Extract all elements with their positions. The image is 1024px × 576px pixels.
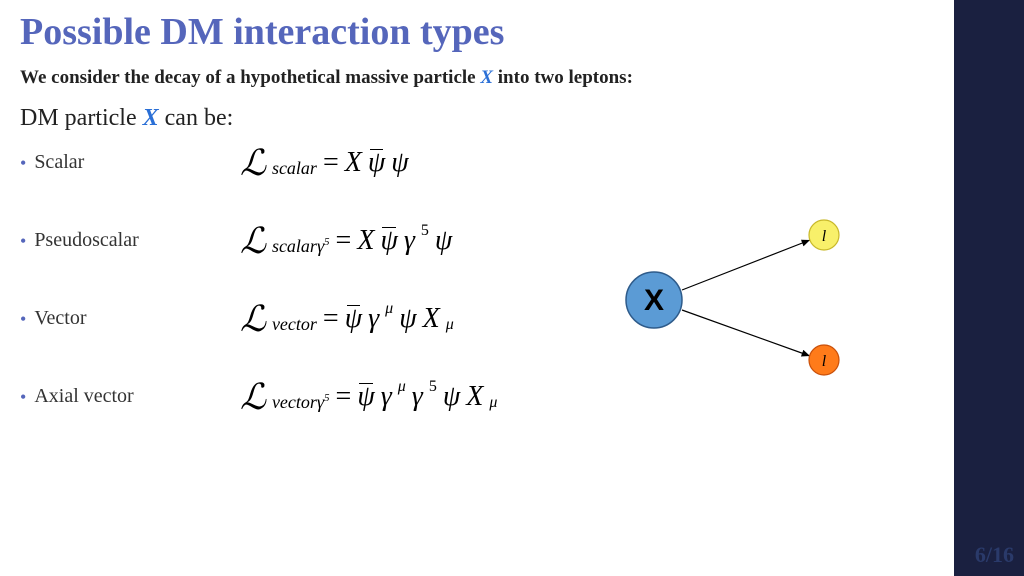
svg-text:l: l xyxy=(822,228,827,245)
intro-pre: We consider the decay of a hypothetical … xyxy=(20,67,480,88)
bullet-pseudoscalar: • Pseudoscalar xyxy=(20,229,240,252)
sub-pre: DM particle xyxy=(20,105,143,131)
bullet-dot-icon: • xyxy=(20,232,26,250)
subheading: DM particle X can be: xyxy=(20,105,934,132)
svg-text:l: l xyxy=(822,353,827,370)
decay-diagram: X l l xyxy=(614,210,864,390)
label-axial: Axial vector xyxy=(34,385,133,408)
label-scalar: Scalar xyxy=(34,151,84,174)
eq-vector: ℒvector = ψγμψXμ xyxy=(240,298,454,340)
label-vector: Vector xyxy=(34,307,86,330)
intro-text: We consider the decay of a hypothetical … xyxy=(20,66,934,91)
intro-post: into two leptons: xyxy=(493,67,633,88)
bullet-axial: • Axial vector xyxy=(20,385,240,408)
sidebar-strip: 6/16 xyxy=(954,0,1024,576)
bullet-dot-icon: • xyxy=(20,388,26,406)
bullet-vector: • Vector xyxy=(20,307,240,330)
eq-scalar: ℒscalar = Xψψ xyxy=(240,142,409,184)
row-scalar: • Scalar ℒscalar = Xψψ xyxy=(20,142,934,184)
sub-post: can be: xyxy=(159,105,234,131)
svg-text:X: X xyxy=(644,284,664,317)
eq-pseudoscalar: ℒscalarγ5 = Xψγ5ψ xyxy=(240,220,452,262)
slide-content: Possible DM interaction types We conside… xyxy=(0,0,954,576)
bullet-dot-icon: • xyxy=(20,154,26,172)
slide-title: Possible DM interaction types xyxy=(20,10,934,54)
eq-axial: ℒvectorγ5 = ψγμγ5ψXμ xyxy=(240,376,497,418)
page-number: 6/16 xyxy=(975,542,1014,568)
intro-x: X xyxy=(480,67,493,88)
sub-x: X xyxy=(143,105,159,131)
label-pseudoscalar: Pseudoscalar xyxy=(34,229,138,252)
bullet-scalar: • Scalar xyxy=(20,151,240,174)
bullet-dot-icon: • xyxy=(20,310,26,328)
